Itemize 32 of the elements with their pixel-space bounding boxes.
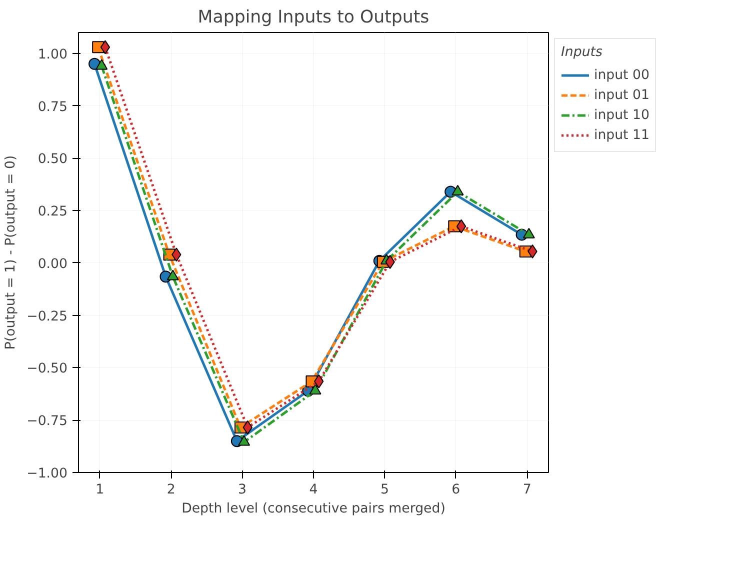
y-tick-label: −0.25: [26, 309, 68, 324]
point: [96, 59, 108, 70]
x-tick-label: 6: [452, 482, 460, 498]
x-tick-label: 7: [522, 482, 532, 498]
point: [100, 40, 110, 54]
y-tick-label: 0.50: [38, 152, 68, 168]
point: [309, 384, 322, 394]
x-tick-label: 1: [96, 482, 104, 498]
y-tick-label: −0.75: [26, 414, 68, 430]
legend-label: input 01: [594, 88, 650, 102]
x-tick-label: 2: [166, 482, 176, 498]
y-tick-label: 0.75: [38, 100, 68, 115]
point: [452, 184, 464, 196]
legend-label: input 00: [594, 68, 650, 82]
legend-label: input 11: [594, 128, 650, 142]
x-axis-title: Depth level (consecutive pairs merged): [182, 502, 446, 516]
point: [522, 228, 535, 238]
y-tick-label: −0.50: [26, 362, 68, 377]
y-tick-label: 1.00: [38, 47, 68, 62]
x-tick-label: 4: [309, 482, 318, 498]
point: [238, 435, 250, 446]
point: [166, 270, 179, 280]
legend-label: input 10: [594, 108, 650, 122]
y-tick-label: −1.00: [26, 466, 68, 482]
point: [456, 219, 466, 234]
y-axis-title: P(output = 1) - P(output = 0): [4, 155, 19, 350]
x-tick-label: 5: [380, 482, 389, 498]
y-tick-label: 0.00: [38, 256, 68, 272]
y-tick-label: 0.25: [38, 204, 68, 220]
legend-title: Inputs: [561, 45, 604, 60]
x-tick-label: 3: [238, 482, 247, 498]
chart-title: Mapping Inputs to Outputs: [198, 8, 430, 28]
